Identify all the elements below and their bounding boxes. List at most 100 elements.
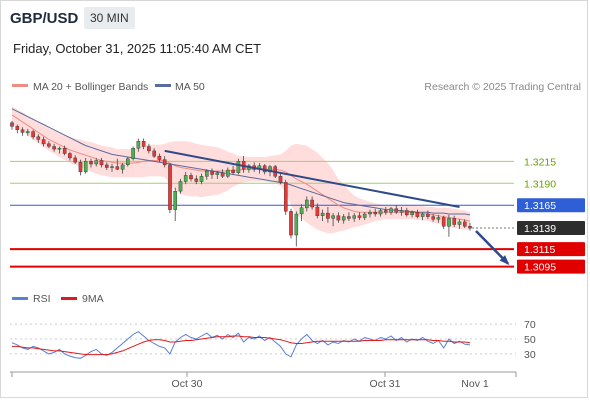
candle [452, 215, 457, 228]
candle [10, 121, 14, 130]
candle [310, 196, 314, 210]
candle [83, 157, 88, 174]
ma20-legend-swatch [12, 84, 28, 87]
price-level-labels: 1.3215 1.3190 1.3165 1.3139 1.3115 1.3095 [517, 156, 585, 274]
x-tick-label-0: Oct 30 [172, 378, 203, 390]
candle [168, 163, 172, 214]
candle-body [62, 147, 67, 154]
candle-body [420, 213, 425, 217]
candle [399, 207, 404, 216]
rsi-tick-50: 50 [524, 334, 536, 346]
candle-body [447, 218, 451, 227]
header-bar: GBP/USD 30 MIN [0, 0, 590, 36]
level-label-1-3095: 1.3095 [524, 262, 556, 274]
candle [357, 212, 362, 221]
candle [162, 156, 167, 168]
candle-body [162, 159, 167, 166]
candle-body [194, 178, 199, 182]
candle [47, 141, 51, 149]
candle [26, 128, 30, 136]
candle-body [352, 215, 357, 219]
candle [15, 124, 20, 134]
candle [436, 214, 441, 223]
candle-body [57, 147, 62, 150]
candle [320, 209, 325, 221]
candle [220, 169, 225, 178]
candle [294, 211, 299, 247]
candle [173, 187, 178, 221]
candle [315, 203, 320, 219]
candle [441, 215, 446, 229]
rsi-panel: 70 50 30 [10, 319, 536, 361]
level-label-1-3215: 1.3215 [524, 156, 556, 168]
candle-body [99, 160, 104, 166]
candle [236, 158, 241, 175]
candle-body [125, 158, 130, 165]
candle-body [152, 150, 157, 157]
candle-body [10, 122, 14, 127]
candle-body [284, 182, 288, 212]
candle [189, 172, 193, 182]
candle [41, 136, 46, 147]
candle-body [41, 139, 46, 145]
candle [431, 214, 436, 222]
candle-body [426, 213, 430, 217]
candle-body [410, 211, 414, 215]
candle-body [178, 181, 183, 192]
rsi-ma-legend-label: 9MA [82, 293, 104, 305]
candle-body [231, 169, 235, 173]
candle-body [183, 175, 188, 182]
candle-body [120, 164, 125, 170]
candle-body [52, 146, 56, 150]
candle [183, 171, 188, 185]
candle-body [131, 147, 135, 159]
candle [305, 196, 309, 212]
candle-body [415, 211, 420, 217]
candle [447, 214, 451, 237]
candle-body [147, 146, 151, 152]
level-label-1-3139: 1.3139 [524, 223, 556, 235]
candle [99, 157, 104, 168]
candle-body [94, 160, 99, 165]
candle [278, 173, 283, 185]
candle-body [457, 221, 462, 225]
rsi-legend: RSI 9MA [12, 293, 104, 305]
candle-body [320, 212, 325, 216]
candle-body [89, 161, 93, 165]
candle [136, 138, 141, 152]
candle-body [368, 211, 372, 215]
timeframe-button[interactable]: 30 MIN [84, 7, 135, 29]
x-tick-label-2: Nov 1 [461, 378, 489, 390]
symbol-title: GBP/USD [10, 10, 79, 27]
candle [157, 153, 162, 163]
candle [326, 207, 330, 223]
candle-body [326, 212, 330, 219]
candle [78, 159, 83, 176]
candle-body [405, 210, 409, 216]
candle-body [441, 217, 446, 227]
candle-body [68, 153, 72, 159]
candle [378, 208, 383, 217]
candle-body [141, 140, 146, 147]
candle-body [305, 199, 309, 209]
candle [352, 213, 357, 222]
x-tick-label-1: Oct 31 [370, 378, 401, 390]
candle [468, 222, 472, 231]
candle [420, 212, 425, 221]
rsi-tick-70: 70 [524, 319, 536, 331]
candle-body [394, 208, 399, 213]
candle-body [278, 176, 283, 183]
candle-body [110, 166, 114, 168]
candle-body [20, 129, 25, 133]
candle-body [452, 218, 457, 225]
ma20-line [11, 114, 471, 222]
candle-body [294, 213, 299, 236]
candle-body [215, 172, 220, 175]
candle [336, 212, 341, 223]
candle-body [468, 226, 472, 229]
candle [131, 146, 135, 161]
candle [384, 207, 388, 215]
candle-body [83, 161, 88, 173]
price-levels [10, 160, 516, 268]
candle-body [115, 166, 120, 170]
